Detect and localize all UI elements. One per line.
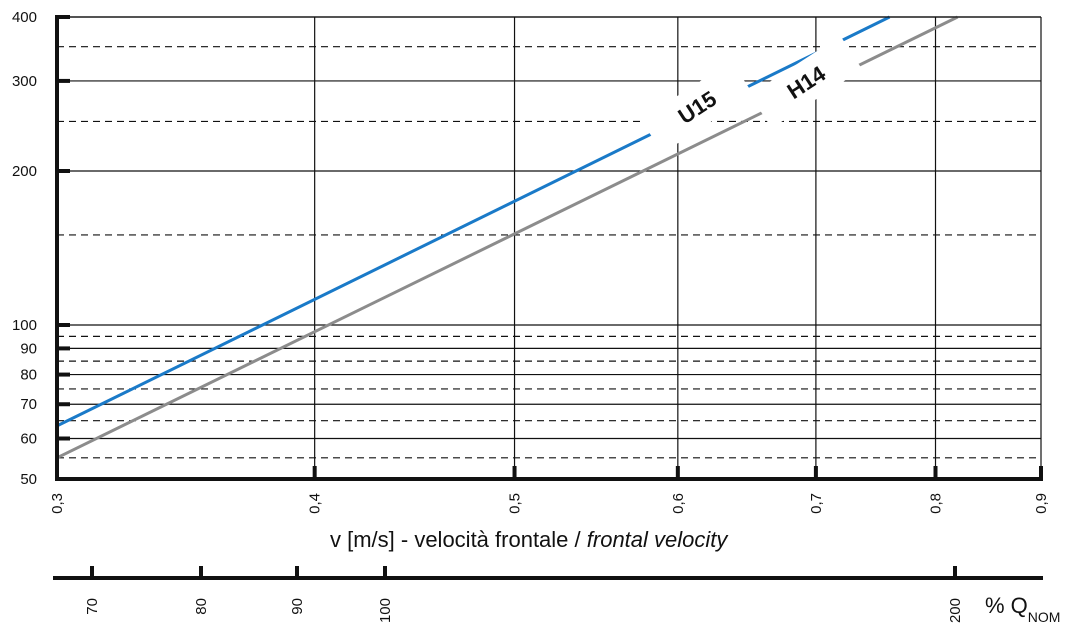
- x-tick-label: 0,6: [670, 493, 687, 514]
- secondary-axis-label-prefix: % Q: [985, 593, 1028, 618]
- x-tick-label: 0,9: [1033, 493, 1050, 514]
- x-tick-label: 0,3: [49, 493, 66, 514]
- y-tick-label: 50: [20, 471, 37, 488]
- x-axis-title-italic: frontal velocity: [586, 527, 728, 552]
- x-axis-title-main: v [m/s] - velocità frontale /: [330, 527, 581, 552]
- secondary-tick-label: 100: [377, 598, 394, 623]
- x-tick-label: 0,5: [507, 493, 524, 514]
- y-tick-label: 400: [12, 9, 37, 26]
- secondary-axis-label-sub: NOM: [1027, 609, 1061, 625]
- x-tick-label: 0,8: [928, 493, 945, 514]
- x-tick-label: 0,4: [307, 493, 324, 514]
- y-tick-label: 80: [20, 367, 37, 384]
- secondary-tick-label: 70: [84, 598, 101, 615]
- axes: 50 60 70 80 90 100 200 300 400 0,3 0,4 0,5 0,6 0,7 0,8…: [12, 9, 1050, 623]
- y-tick-label: 90: [20, 340, 37, 357]
- y-tick-label: 300: [12, 73, 37, 90]
- y-tick-label: 60: [20, 430, 37, 447]
- x-axis-title: v [m/s] - velocità frontale / frontal ve…: [330, 527, 727, 553]
- series-label-h14: H14: [749, 35, 863, 129]
- series-label-u15: U15: [640, 60, 754, 154]
- grid: [57, 16, 1041, 479]
- secondary-tick-label: 80: [193, 598, 210, 615]
- secondary-tick-label: 90: [289, 598, 306, 615]
- series-label-bg: [749, 35, 863, 129]
- y-tick-label: 200: [12, 163, 37, 180]
- x-tick-label: 0,7: [808, 493, 825, 514]
- series-line-u15: [56, 15, 891, 428]
- y-tick-label: 100: [12, 317, 37, 334]
- series-label-bg: [640, 60, 754, 154]
- y-tick-label: 70: [20, 396, 37, 413]
- secondary-tick-label: 200: [947, 598, 964, 623]
- secondary-axis-label: % QNOM: [985, 593, 1060, 625]
